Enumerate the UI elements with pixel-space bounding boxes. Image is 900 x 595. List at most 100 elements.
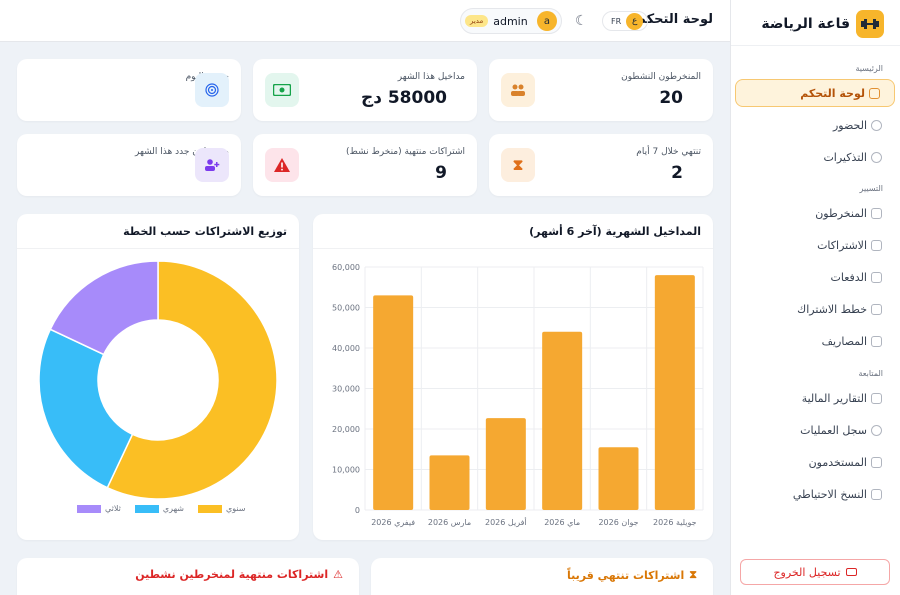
- username: admin: [493, 14, 528, 28]
- legend-item[interactable]: ثلاثي: [77, 504, 121, 513]
- cash-icon: [871, 271, 882, 283]
- stat-card-attendance-today: حضور اليوم 0: [17, 59, 241, 121]
- sidebar-item-members[interactable]: المنخرطون: [730, 199, 900, 227]
- globe-icon: [871, 119, 882, 131]
- stat-label: مداخيل هذا الشهر: [397, 72, 465, 82]
- stat-card-expiring-7-days: تنتهي خلال 7 أيام 2 ⧗: [489, 134, 713, 196]
- user-plus-icon: [195, 148, 229, 182]
- logout-icon: [845, 568, 857, 576]
- bar-chart: 60,000 50,000 40,000 30,000 20,000 10,000 0 جوي…: [332, 263, 704, 527]
- warning-icon: ⚠: [333, 568, 343, 581]
- bar: [654, 275, 695, 510]
- page-title: لوحة التحكم: [636, 12, 713, 27]
- chart-title: المداخيل الشهرية (آخر 6 أشهر): [529, 225, 701, 238]
- sidebar-item-subscriptions[interactable]: الاشتراكات: [730, 231, 900, 259]
- card-icon: [871, 239, 882, 251]
- sidebar-item-label: الحضور: [832, 118, 867, 132]
- sidebar-item-label: التذكيرات: [823, 150, 867, 164]
- stat-card-monthly-income: مداخيل هذا الشهر 58000 دج: [253, 59, 477, 121]
- sidebar-item-label: لوحة التحكم: [800, 86, 865, 100]
- nav-section-main: الرئيسية: [855, 64, 883, 73]
- sidebar-item-activity-log[interactable]: سجل العمليات: [730, 416, 900, 444]
- sidebar-item-reminders[interactable]: التذكيرات: [730, 143, 900, 171]
- plan-distribution-chart-card: توزيع الاشتراكات حسب الخطة ثلاثي شهري سن…: [17, 214, 299, 540]
- lang-fr-option[interactable]: FR: [611, 16, 622, 26]
- logout-label: تسجيل الخروج: [773, 565, 841, 579]
- x-tick-label: أفريل 2026: [485, 517, 527, 527]
- donut-slice: [49, 260, 159, 356]
- role-badge: مدير: [465, 15, 489, 27]
- sidebar-item-payments[interactable]: الدفعات: [730, 263, 900, 291]
- expiring-soon-card: اشتراكات تنتهي قريباً ⧗: [371, 558, 713, 595]
- language-switcher[interactable]: FR ع: [602, 11, 648, 31]
- user-menu[interactable]: مدير admin a: [460, 8, 562, 34]
- sidebar-item-backup[interactable]: النسخ الاحتياطي: [730, 480, 900, 508]
- y-tick-label: 0: [355, 506, 360, 515]
- topbar: لوحة التحكم FR ع ☾ مدير admin a: [0, 0, 730, 42]
- x-tick-label: ماي 2026: [544, 518, 580, 527]
- stat-card-expired-active: اشتراكات منتهية (منخرط نشط) 9: [253, 134, 477, 196]
- bar: [485, 418, 526, 510]
- stat-card-new-members: منخرطون جدد هذا الشهر 3: [17, 134, 241, 196]
- x-tick-label: جويلية 2026: [653, 518, 697, 527]
- receipt-icon: [871, 335, 882, 347]
- logout-button[interactable]: تسجيل الخروج: [740, 559, 890, 585]
- stat-label: منخرطون جدد هذا الشهر: [135, 147, 229, 157]
- stat-value: 20: [659, 88, 683, 108]
- sidebar-item-label: الاشتراكات: [817, 238, 867, 252]
- sidebar-item-label: الدفعات: [830, 270, 867, 284]
- y-tick-label: 40,000: [332, 344, 360, 353]
- legend-item[interactable]: سنوي: [197, 504, 246, 513]
- money-icon: [265, 73, 299, 107]
- monthly-income-chart-card: المداخيل الشهرية (آخر 6 أشهر) 60,000 50,0…: [313, 214, 713, 540]
- brand[interactable]: قاعة الرياضة: [761, 10, 884, 38]
- sidebar-item-label: التقارير المالية: [801, 391, 867, 405]
- stat-value: 9: [435, 163, 447, 183]
- donut-slice: [106, 260, 278, 500]
- nav-section-tracking: المتابعة: [858, 369, 883, 378]
- sidebar-item-financial-reports[interactable]: التقارير المالية: [730, 384, 900, 412]
- sidebar-item-label: سجل العمليات: [800, 423, 867, 437]
- stat-label: المنخرطون النشطون: [621, 72, 701, 82]
- chart-legend: ثلاثي شهري سنوي: [77, 504, 246, 513]
- fingerprint-icon: [195, 73, 229, 107]
- bar: [598, 447, 639, 510]
- lang-ar-option[interactable]: ع: [626, 12, 644, 30]
- expiring-soon-title: اشتراكات تنتهي قريباً: [567, 568, 685, 582]
- legend-label: شهري: [162, 504, 184, 513]
- stat-value: 2: [671, 163, 683, 183]
- tag-icon: [871, 303, 882, 315]
- sidebar-item-label: خطط الاشتراك: [797, 302, 867, 316]
- legend-label: سنوي: [225, 504, 246, 513]
- sidebar-item-users[interactable]: المستخدمون: [730, 448, 900, 476]
- moon-icon[interactable]: ☾: [575, 13, 588, 29]
- card-title: اشتراكات منتهية لمنخرطين نشطين ⚠: [135, 568, 343, 581]
- sidebar-item-expenses[interactable]: المصاريف: [730, 327, 900, 355]
- sidebar: قاعة الرياضة الرئيسية لوحة التحكم الحضور…: [730, 0, 900, 595]
- x-tick-label: فيفري 2026: [371, 518, 415, 527]
- sidebar-item-plans[interactable]: خطط الاشتراك: [730, 295, 900, 323]
- sidebar-item-attendance[interactable]: الحضور: [730, 111, 900, 139]
- legend-item[interactable]: شهري: [134, 504, 184, 513]
- sidebar-item-label: المستخدمون: [808, 455, 867, 469]
- sidebar-item-dashboard[interactable]: لوحة التحكم: [735, 79, 895, 107]
- x-tick-label: جوان 2026: [598, 518, 638, 527]
- expired-active-title: اشتراكات منتهية لمنخرطين نشطين: [135, 568, 329, 581]
- bar: [373, 295, 414, 510]
- chart-line-icon: [871, 392, 882, 404]
- donut-chart: [38, 260, 278, 500]
- sidebar-item-label: المصاريف: [821, 334, 867, 348]
- y-tick-label: 10,000: [332, 466, 360, 475]
- donut-slice: [38, 328, 134, 489]
- brand-name: قاعة الرياضة: [761, 16, 850, 32]
- warning-icon: [265, 148, 299, 182]
- clock-icon: [871, 424, 882, 436]
- expired-active-card: اشتراكات منتهية لمنخرطين نشطين ⚠: [17, 558, 359, 595]
- stat-card-active-members: المنخرطون النشطون 20: [489, 59, 713, 121]
- gauge-icon: [869, 87, 880, 99]
- card-title: اشتراكات تنتهي قريباً ⧗: [567, 568, 697, 582]
- bar: [542, 331, 583, 510]
- bar: [429, 455, 470, 510]
- nav-section-manage: التسيير: [859, 184, 883, 193]
- whatsapp-icon: [871, 151, 882, 163]
